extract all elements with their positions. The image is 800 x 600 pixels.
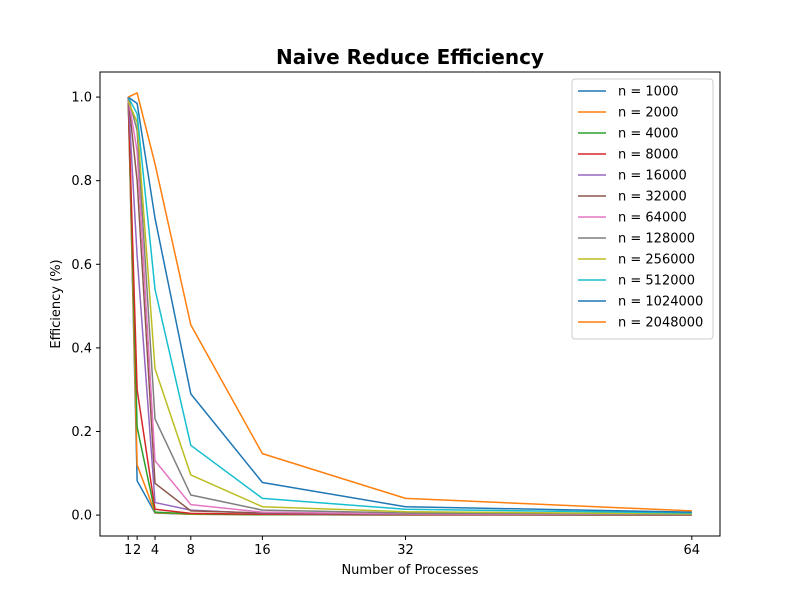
x-axis-label: Number of Processes — [341, 563, 478, 578]
x-axis: 1 2 4 8 16 32 64 — [124, 536, 700, 558]
x-tick-label: 16 — [254, 543, 271, 558]
plot-area — [127, 92, 692, 516]
x-tick-label: 1 — [124, 543, 132, 558]
series-line — [127, 96, 692, 516]
x-tick-label: 4 — [151, 543, 159, 558]
legend-label: n = 2000 — [618, 106, 678, 121]
series-line — [127, 96, 692, 514]
legend-label: n = 1000 — [618, 85, 678, 100]
y-tick-label: 0.0 — [71, 509, 92, 524]
y-tick-label: 0.2 — [71, 425, 92, 440]
legend-box — [571, 78, 714, 340]
chart-title: Naive Reduce Efficiency — [276, 45, 544, 69]
axes-frame — [99, 71, 721, 537]
legend-label: n = 2048000 — [618, 316, 703, 331]
y-axis-label: Efficiency (%) — [49, 259, 64, 348]
legend-label: n = 512000 — [618, 274, 695, 289]
series-line — [127, 96, 692, 513]
legend-label: n = 64000 — [618, 211, 687, 226]
x-tick-label: 8 — [187, 543, 195, 558]
y-tick-label: 1.0 — [71, 91, 92, 106]
legend-label: n = 256000 — [618, 253, 695, 268]
series-line — [127, 92, 692, 512]
legend-label: n = 8000 — [618, 148, 678, 163]
legend-label: n = 32000 — [618, 190, 687, 205]
y-tick-label: 0.4 — [71, 341, 92, 356]
y-tick-label: 0.8 — [71, 174, 92, 189]
x-tick-label: 2 — [133, 543, 141, 558]
legend: n = 1000 n = 2000 n = 4000 n = 8000 n = 1600… — [571, 78, 714, 340]
legend-label: n = 4000 — [618, 127, 678, 142]
y-axis: 0.0 0.2 0.4 0.6 0.8 1.0 — [71, 91, 100, 524]
x-tick-label: 32 — [397, 543, 414, 558]
legend-label: n = 1024000 — [618, 295, 703, 310]
legend-label: n = 128000 — [618, 232, 695, 247]
series-line — [127, 100, 692, 515]
legend-label: n = 16000 — [618, 169, 687, 184]
x-tick-label: 64 — [684, 543, 701, 558]
y-tick-label: 0.6 — [71, 258, 92, 273]
